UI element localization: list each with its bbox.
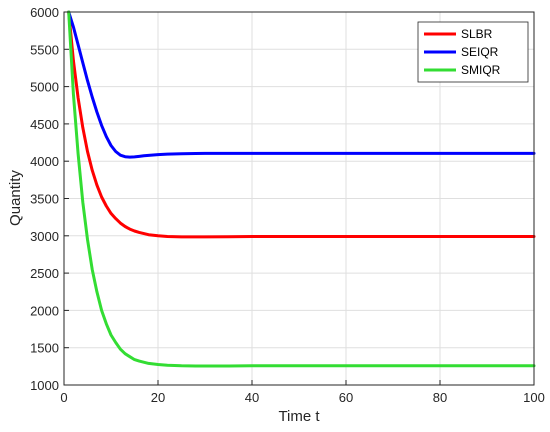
legend-label-seiqr: SEIQR: [461, 45, 499, 59]
series-line-slbr: [67, 10, 536, 239]
series-line-smiqr: [67, 10, 536, 368]
x-tick-label: 60: [339, 390, 353, 405]
y-tick-label: 3000: [30, 229, 59, 244]
x-axis-label: Time t: [278, 408, 320, 425]
y-tick-label: 3500: [30, 192, 59, 207]
series-line-seiqr: [67, 10, 536, 159]
y-tick-label: 6000: [30, 5, 59, 20]
legend-label-smiqr: SMIQR: [461, 63, 501, 77]
y-tick-label: 4500: [30, 117, 59, 132]
axis-ticks: [63, 11, 535, 386]
legend-label-slbr: SLBR: [461, 27, 493, 41]
legend: SLBR SEIQR SMIQR: [417, 21, 529, 83]
y-axis-label: Quantity: [7, 170, 24, 226]
y-tick-label: 1000: [30, 378, 59, 393]
x-tick-label: 20: [151, 390, 165, 405]
x-tick-label: 0: [60, 390, 67, 405]
y-tick-label: 5500: [30, 42, 59, 57]
x-tick-label: 40: [245, 390, 259, 405]
x-tick-label: 80: [433, 390, 447, 405]
y-tick-label: 5000: [30, 80, 59, 95]
series-layer: [67, 10, 536, 368]
y-tick-label: 2500: [30, 266, 59, 281]
y-tick-label: 2000: [30, 303, 59, 318]
y-tick-label: 4000: [30, 154, 59, 169]
axis-tick-labels: 0 20 40 60 80 100 1000 1500 2000 2500 3000 3500 4000…: [30, 5, 545, 405]
x-tick-label: 100: [523, 390, 545, 405]
y-tick-label: 1500: [30, 341, 59, 356]
